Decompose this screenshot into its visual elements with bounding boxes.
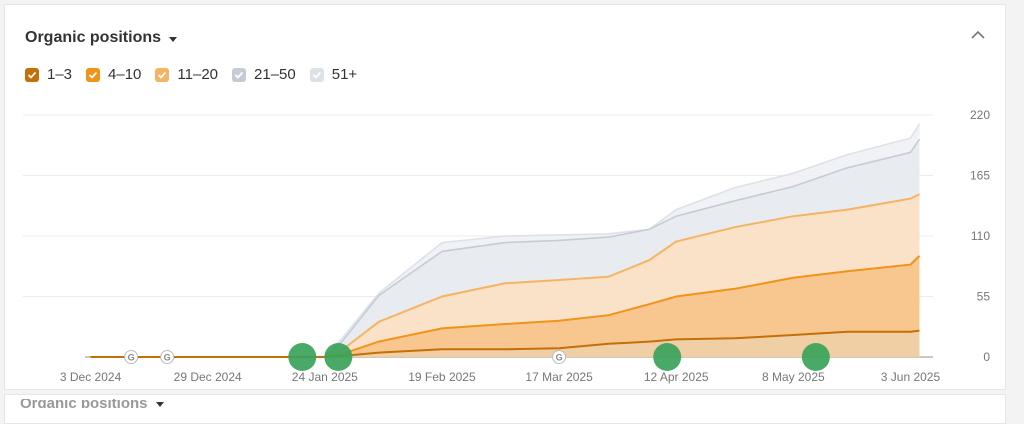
organic-positions-panel: Organic positions 1–3 4–10 11–20 21–50 51+ 0… xyxy=(4,4,1006,390)
google-update-marker[interactable] xyxy=(124,350,139,364)
caret-down-icon[interactable] xyxy=(155,402,164,407)
series-line-1 xyxy=(90,329,920,358)
series-line-5 xyxy=(90,123,921,358)
panel-title: Organic positions xyxy=(25,29,162,46)
next-panel-title: Organic positions xyxy=(20,399,148,408)
y-tick-label: 220 xyxy=(970,108,990,122)
x-tick-label: 12 Apr 2025 xyxy=(644,370,709,384)
series-line-2 xyxy=(90,255,921,358)
legend-item[interactable]: 4–10 xyxy=(86,66,141,83)
legend: 1–3 4–10 11–20 21–50 51+ xyxy=(25,66,357,83)
chevron-up-icon[interactable] xyxy=(969,25,987,43)
event-marker[interactable] xyxy=(653,343,682,371)
next-panel-header[interactable]: Organic positions xyxy=(20,399,164,408)
x-tick-label: 3 Dec 2024 xyxy=(60,370,122,384)
x-tick-label: 24 Jan 2025 xyxy=(292,370,358,384)
legend-item[interactable]: 21–50 xyxy=(232,66,296,83)
event-marker[interactable] xyxy=(801,343,830,371)
y-tick-label: 110 xyxy=(971,229,990,243)
x-tick-label: 8 May 2025 xyxy=(762,370,825,384)
legend-label: 51+ xyxy=(331,66,358,83)
legend-item[interactable]: 1–3 xyxy=(25,66,72,83)
legend-item[interactable]: 11–20 xyxy=(155,66,218,83)
google-update-marker[interactable] xyxy=(552,350,567,364)
organic-positions-chart: 0 55 110 165 220 3 Dec 2024 29 Dec 2024 24 Jan … xyxy=(23,108,991,384)
event-marker[interactable] xyxy=(324,343,353,371)
google-update-label: G xyxy=(164,353,171,363)
google-update-marker[interactable] xyxy=(160,350,175,364)
checkbox-icon[interactable] xyxy=(155,67,170,82)
checkbox-icon[interactable] xyxy=(232,67,247,82)
caret-down-icon[interactable] xyxy=(169,36,178,42)
legend-label: 4–10 xyxy=(108,66,142,83)
series-area-1 xyxy=(90,330,920,357)
y-tick-label: 55 xyxy=(977,290,991,304)
legend-label: 1–3 xyxy=(47,66,73,83)
x-tick-label: 3 Jun 2025 xyxy=(881,370,941,384)
panel-header[interactable]: Organic positions xyxy=(25,28,178,48)
checkbox-icon[interactable] xyxy=(86,67,101,82)
google-update-label: G xyxy=(556,353,563,363)
x-tick-label: 29 Dec 2024 xyxy=(174,370,242,384)
x-tick-label: 17 Mar 2025 xyxy=(525,370,593,384)
legend-label: 11–20 xyxy=(177,66,219,83)
y-tick-label: 0 xyxy=(983,350,990,364)
legend-item[interactable]: 51+ xyxy=(309,66,358,83)
event-marker[interactable] xyxy=(288,343,317,371)
series-line-3 xyxy=(90,193,920,358)
series-area-2 xyxy=(90,255,920,357)
google-update-label: G xyxy=(128,353,135,363)
series-line-4 xyxy=(90,138,921,358)
legend-label: 21–50 xyxy=(254,66,296,83)
checkbox-icon[interactable] xyxy=(25,67,39,82)
y-tick-label: 165 xyxy=(970,169,990,183)
x-tick-label: 19 Feb 2025 xyxy=(408,370,476,384)
checkbox-icon[interactable] xyxy=(309,67,324,82)
